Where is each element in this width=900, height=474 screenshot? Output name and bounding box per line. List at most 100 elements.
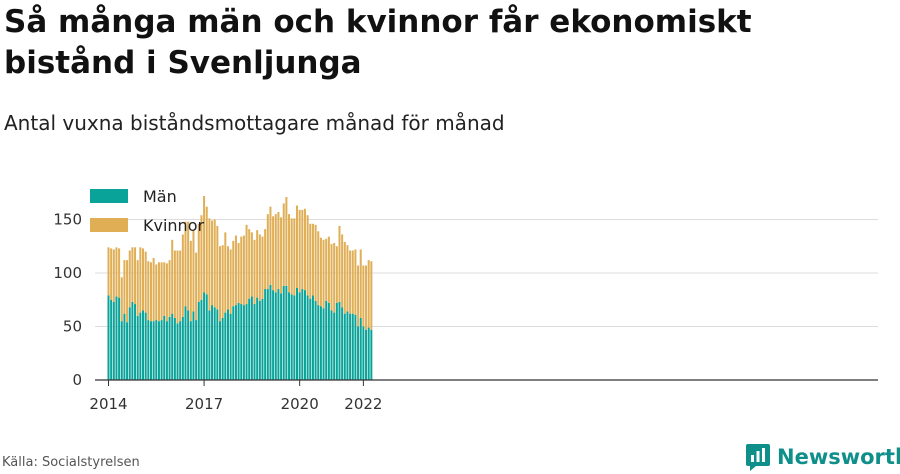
bar-kvinnor-84 [330, 244, 333, 311]
bar-man-13 [142, 310, 145, 380]
bar-kvinnor-16 [149, 262, 152, 322]
bar-kvinnor-56 [256, 230, 259, 298]
bar-kvinnor-69 [290, 218, 293, 295]
bar-man-42 [219, 321, 222, 380]
legend-label-1: Kvinnor [143, 216, 204, 235]
bar-kvinnor-60 [266, 214, 269, 290]
chart-title: Så många män och kvinnor får ekonomiskt … [4, 4, 752, 81]
bar-kvinnor-42 [219, 246, 222, 322]
bar-kvinnor-0 [107, 247, 110, 296]
bar-man-50 [240, 304, 243, 380]
bar-man-65 [280, 293, 283, 380]
bar-man-55 [253, 304, 256, 380]
source-note: Källa: Socialstyrelsen [2, 455, 140, 470]
bar-man-63 [274, 292, 277, 380]
bar-man-7 [126, 322, 129, 380]
bar-man-10 [134, 304, 137, 380]
bar-kvinnor-91 [349, 250, 352, 314]
bar-kvinnor-22 [165, 263, 168, 322]
bar-man-79 [317, 305, 320, 380]
legend-label-0: Män [143, 187, 177, 206]
bar-man-98 [367, 327, 370, 380]
bar-kvinnor-94 [357, 265, 360, 327]
x-tick-label-2014: 2014 [89, 395, 127, 413]
bar-kvinnor-76 [309, 223, 312, 299]
bar-kvinnor-98 [367, 260, 370, 328]
x-tick-label-2017: 2017 [185, 395, 223, 413]
bar-man-78 [314, 300, 317, 380]
bar-man-33 [195, 320, 198, 380]
bar-kvinnor-27 [179, 250, 182, 322]
bar-kvinnor-99 [370, 261, 373, 330]
bar-kvinnor-55 [253, 239, 256, 305]
bar-kvinnor-74 [303, 208, 306, 291]
bar-man-51 [242, 305, 245, 380]
bar-man-35 [200, 299, 203, 380]
bar-man-61 [269, 284, 272, 380]
bar-man-3 [115, 296, 118, 380]
bar-kvinnor-49 [237, 243, 240, 303]
bar-man-82 [325, 300, 328, 380]
bar-man-17 [152, 321, 155, 380]
bar-kvinnor-63 [274, 214, 277, 293]
bar-kvinnor-15 [147, 261, 150, 321]
bar-kvinnor-2 [112, 249, 115, 302]
bar-kvinnor-86 [335, 246, 338, 303]
bar-man-92 [351, 313, 354, 380]
bar-man-27 [179, 321, 182, 380]
bar-kvinnor-4 [118, 248, 121, 298]
bar-kvinnor-64 [277, 212, 280, 290]
bar-man-14 [144, 312, 147, 380]
bar-kvinnor-17 [152, 258, 155, 322]
bar-kvinnor-29 [184, 221, 187, 307]
bar-kvinnor-39 [211, 220, 214, 306]
bar-kvinnor-97 [365, 265, 368, 330]
bar-kvinnor-77 [311, 223, 314, 296]
bar-man-59 [264, 289, 267, 380]
x-tick-label-2022: 2022 [344, 395, 382, 413]
bar-man-6 [123, 313, 126, 380]
bar-man-45 [226, 309, 229, 380]
bar-kvinnor-21 [163, 262, 166, 316]
bar-kvinnor-72 [298, 209, 301, 293]
bar-man-46 [229, 313, 232, 380]
bar-kvinnor-54 [250, 232, 253, 297]
bar-man-74 [303, 290, 306, 380]
bar-kvinnor-20 [160, 262, 163, 321]
bar-man-89 [343, 313, 346, 380]
bar-man-28 [181, 316, 184, 380]
bar-kvinnor-65 [280, 217, 283, 294]
bar-kvinnor-37 [205, 206, 208, 295]
bar-kvinnor-80 [319, 237, 322, 307]
bar-man-39 [211, 305, 214, 380]
bar-man-84 [330, 310, 333, 380]
bar-kvinnor-40 [213, 219, 216, 308]
bar-man-49 [237, 302, 240, 380]
bar-kvinnor-7 [126, 260, 129, 323]
bar-kvinnor-95 [359, 249, 362, 318]
bar-kvinnor-10 [134, 247, 137, 305]
bar-kvinnor-35 [200, 215, 203, 300]
bar-man-19 [157, 321, 160, 380]
bar-man-96 [362, 326, 365, 380]
bar-kvinnor-48 [234, 235, 237, 306]
bar-kvinnor-28 [181, 234, 184, 317]
bar-man-12 [139, 312, 142, 380]
bar-kvinnor-57 [258, 234, 261, 301]
bar-man-16 [149, 321, 152, 380]
bar-man-34 [197, 301, 200, 380]
bar-kvinnor-62 [272, 216, 275, 291]
bar-kvinnor-6 [123, 260, 126, 314]
bar-man-90 [346, 311, 349, 380]
bar-man-43 [221, 317, 224, 380]
bar-man-36 [203, 292, 206, 380]
bar-kvinnor-12 [139, 247, 142, 313]
bar-man-26 [176, 323, 179, 380]
brand-name: Newsworthy [777, 445, 900, 469]
bar-man-75 [306, 295, 309, 380]
bar-series [107, 195, 373, 380]
bar-kvinnor-32 [192, 230, 195, 312]
bar-kvinnor-26 [176, 250, 179, 324]
bar-man-99 [370, 329, 373, 380]
bar-man-41 [216, 309, 219, 380]
